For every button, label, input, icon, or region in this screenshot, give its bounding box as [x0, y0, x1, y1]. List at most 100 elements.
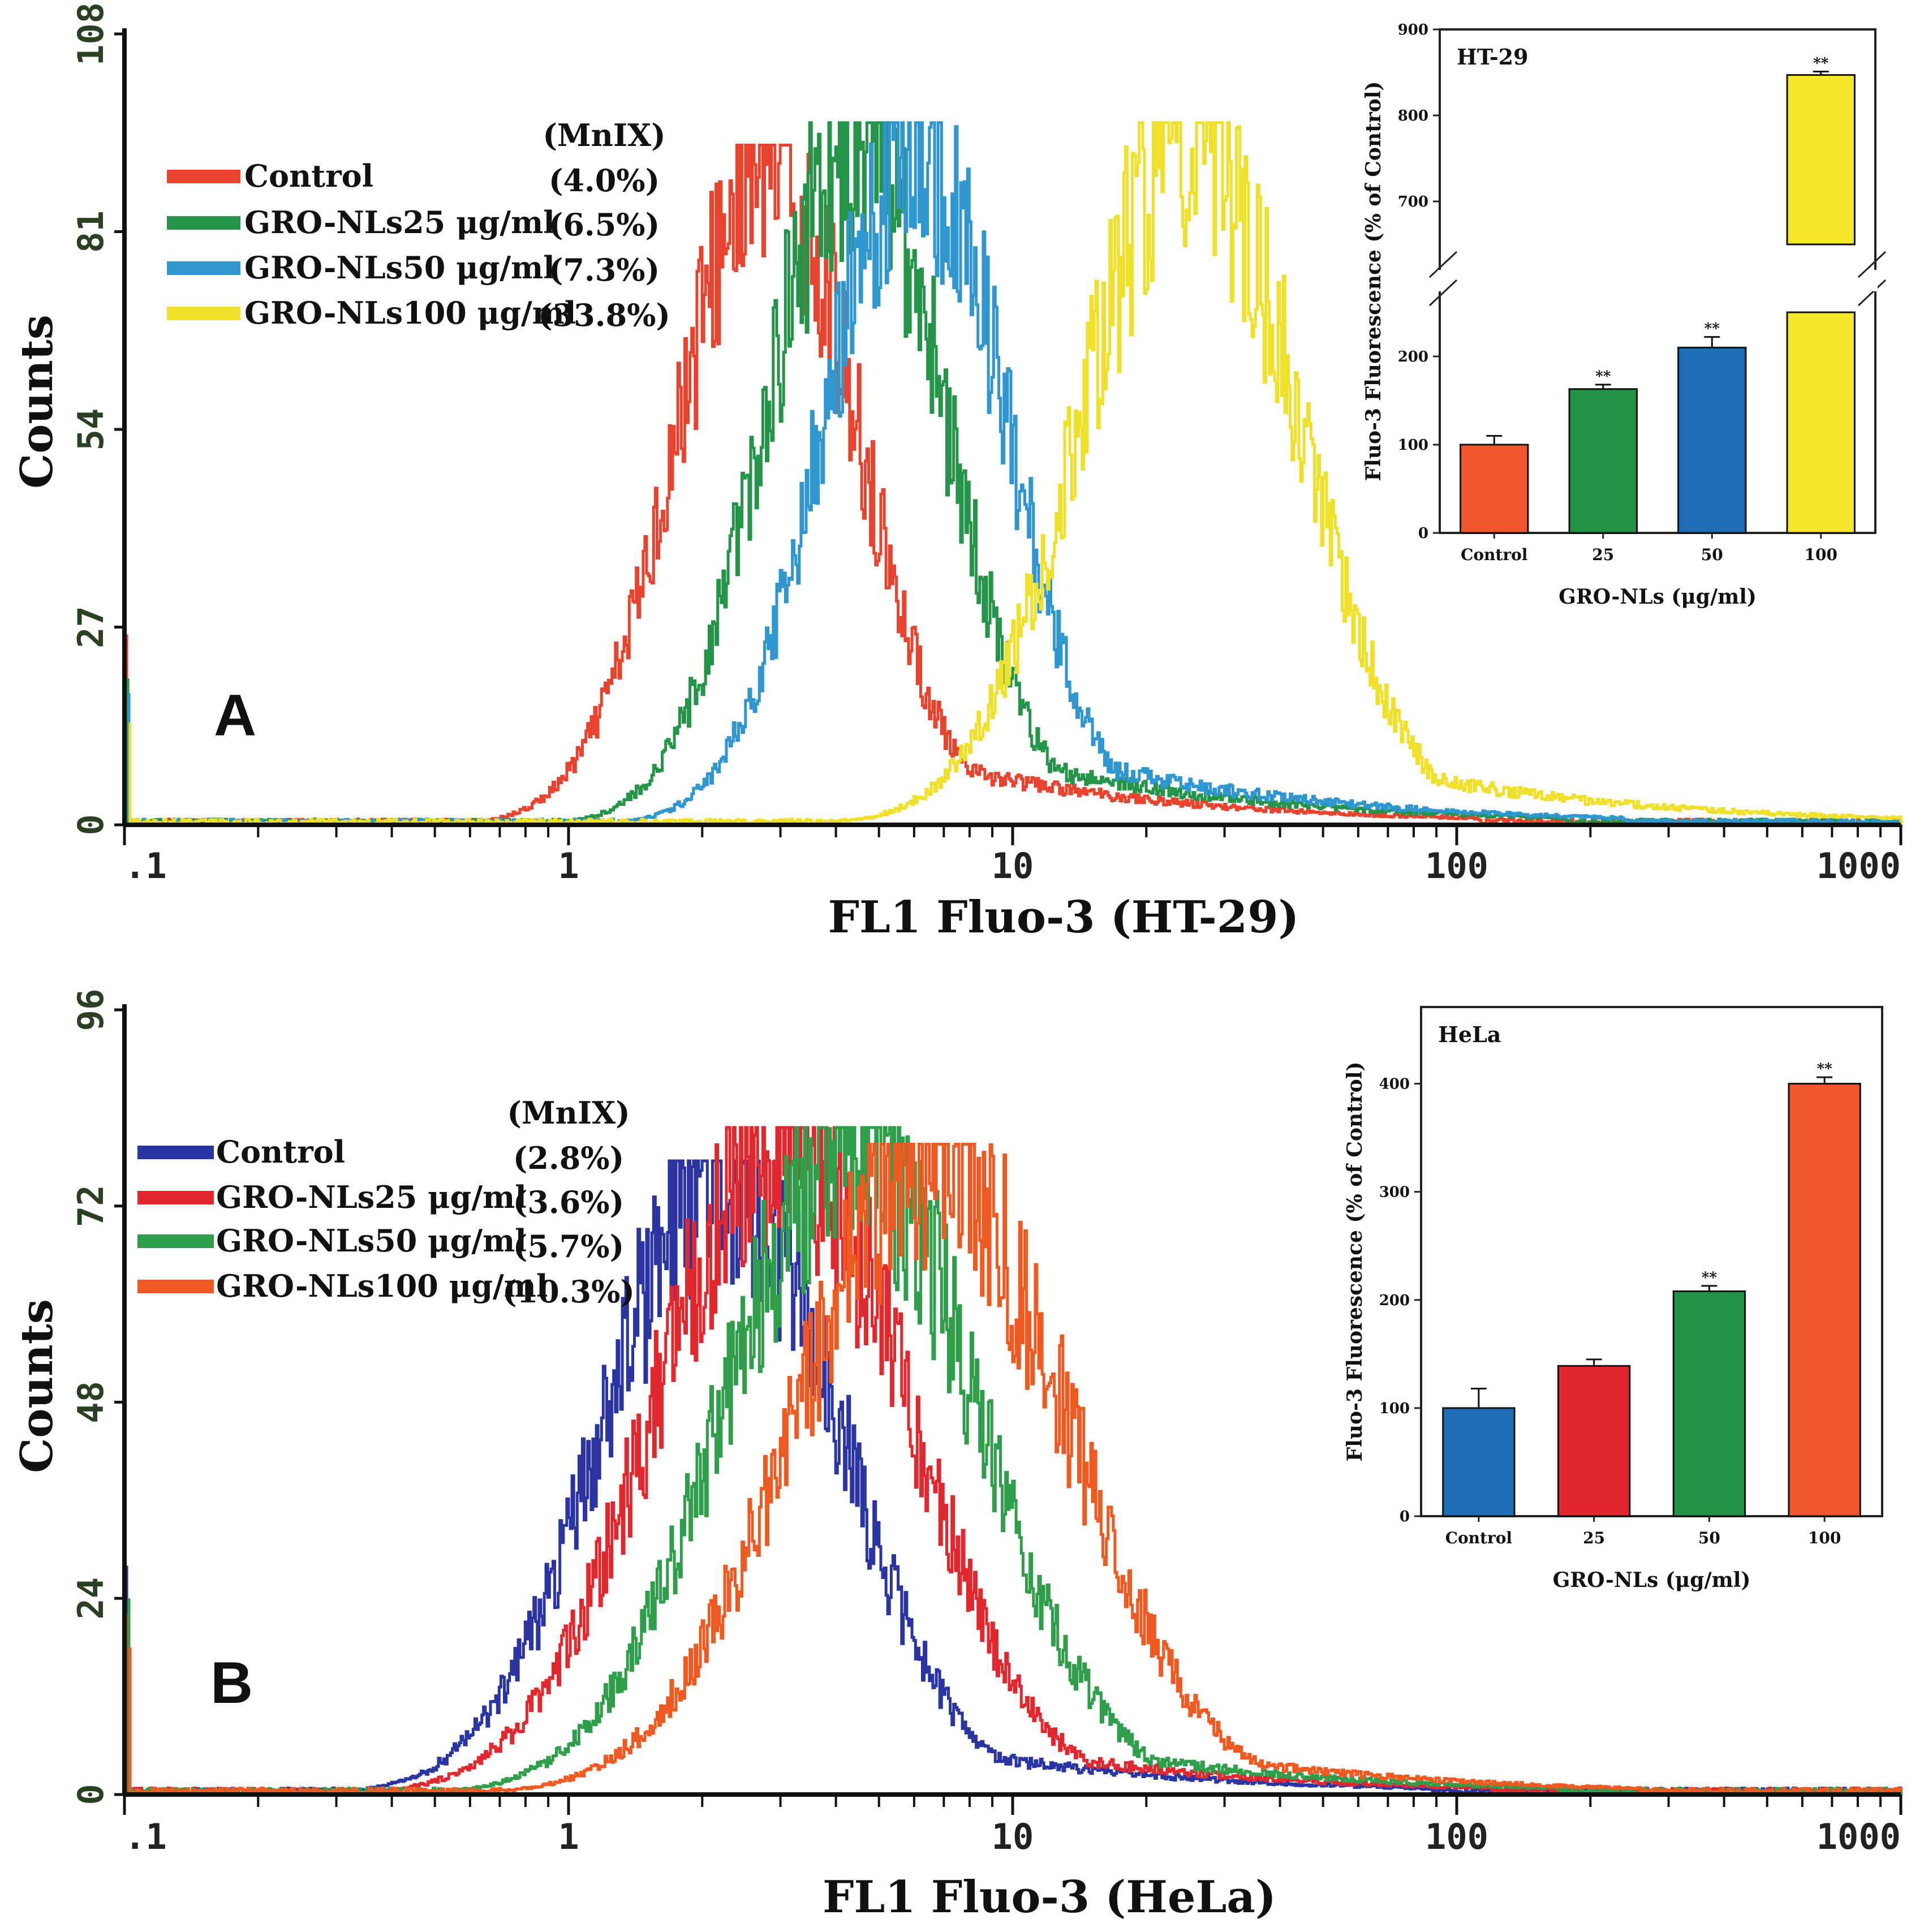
- panel-a-legend-swatch-control: [167, 170, 240, 183]
- panel-b-legend-swatch-gro50: [137, 1234, 214, 1248]
- panel-a-legend-item-control: Control (4.0%): [167, 158, 660, 199]
- inset-y-tick-label: 100: [1379, 1400, 1410, 1417]
- panel-b-legend-label-gro25: GRO-NLs25 μg/ml: [216, 1179, 527, 1215]
- panel-b-legend-label-gro100: GRO-NLs100 μg/ml: [216, 1268, 548, 1304]
- panel-a-y-title: Counts: [11, 315, 63, 488]
- inset-title: HT-29: [1457, 44, 1529, 70]
- inset-bar-50: [1677, 346, 1747, 534]
- x-tick-label: .1: [124, 845, 167, 887]
- panel-b-legend-swatch-control: [137, 1146, 214, 1159]
- inset-x-title: GRO-NLs (μg/ml): [1553, 1568, 1751, 1592]
- axis-break-mark: [1428, 251, 1458, 278]
- panel-a-legend-label-gro50: GRO-NLs50 μg/ml: [244, 249, 555, 286]
- y-tick-label: 54: [70, 408, 111, 451]
- panel-a-legend-header: (MnIX): [543, 117, 665, 153]
- panel-b-y-title: Counts: [11, 1299, 63, 1473]
- inset-y-tick-label: 200: [1398, 348, 1428, 365]
- panel-a-inset: HT-29 0 100 200 700 800 900 Control ** 25 ** 50 ** 10…: [1362, 21, 1887, 609]
- inset-y-tick-label: 200: [1379, 1292, 1410, 1309]
- panel-b-legend-item-gro100: GRO-NLs100 μg/ml (10.3%): [137, 1268, 635, 1310]
- panel-a-letter: A: [214, 683, 256, 748]
- x-tick-label: 100: [1425, 845, 1488, 887]
- inset-significance: **: [1817, 1061, 1833, 1078]
- inset-y-tick-label: 400: [1379, 1076, 1410, 1093]
- panel-b-legend-swatch-gro25: [137, 1191, 214, 1204]
- inset-y-tick-label: 300: [1379, 1184, 1410, 1201]
- panel-a-legend-item-gro100: GRO-NLs100 μg/ml (33.8%): [167, 295, 670, 333]
- inset-bar-control: [1442, 1407, 1516, 1517]
- panel-b-inset: HeLa 0 100 200 300 400 Control 25 ** 50 ** 100 GRO-N…: [1343, 1006, 1883, 1592]
- panel-a-legend-swatch-gro50: [167, 261, 240, 275]
- inset-category-label: 50: [1698, 1529, 1720, 1547]
- histogram-gro-nls50: [124, 121, 1903, 827]
- panel-b-legend-pct-gro50: (5.7%): [513, 1228, 624, 1264]
- x-tick-label: 1000: [1817, 1816, 1901, 1857]
- panel-a-legend-pct-gro100: (33.8%): [538, 297, 670, 333]
- panel-a-legend-swatch-gro25: [167, 216, 240, 230]
- inset-y-title: Fluo-3 Fluorescence (% of Control): [1343, 1062, 1367, 1462]
- inset-y-tick-label: 0: [1400, 1508, 1410, 1525]
- panel-b-legend-pct-gro25: (3.6%): [513, 1184, 624, 1220]
- y-tick-label: 96: [70, 989, 111, 1031]
- panel-a-legend-pct-control: (4.0%): [549, 162, 660, 199]
- y-tick-label: 0: [70, 814, 111, 835]
- x-tick-label: 10: [992, 1816, 1034, 1857]
- inset-category-label: 50: [1701, 545, 1723, 564]
- axis-break-mark: [1428, 279, 1458, 307]
- inset-bar-100: [1788, 1083, 1861, 1517]
- x-tick-label: 10: [992, 845, 1034, 887]
- inset-significance: **: [1705, 321, 1720, 338]
- y-tick-label: 27: [70, 606, 111, 648]
- panel-b-legend-label-gro50: GRO-NLs50 μg/ml: [216, 1223, 527, 1259]
- panel-b-letter: B: [210, 1650, 253, 1716]
- x-tick-label: .1: [124, 1816, 167, 1857]
- inset-y-tick-label: 0: [1418, 525, 1428, 542]
- panel-b-legend: (MnIX) Control (2.8%) GRO-NLs25 μg/ml (3…: [137, 1095, 635, 1310]
- inset-bar-100-lower: [1786, 311, 1856, 534]
- panel-a-legend: (MnIX) Control (4.0%) GRO-NLs25 μg/ml (6…: [167, 117, 670, 333]
- panel-a-legend-pct-gro25: (6.5%): [549, 206, 660, 243]
- inset-category-label: Control: [1445, 1529, 1512, 1547]
- inset-significance: **: [1595, 368, 1611, 385]
- inset-bar-control: [1460, 444, 1529, 534]
- panel-b-legend-item-gro25: GRO-NLs25 μg/ml (3.6%): [137, 1179, 624, 1220]
- y-tick-label: 48: [70, 1381, 111, 1423]
- inset-bar-100: [1786, 74, 1856, 246]
- panel-a-legend-pct-gro50: (7.3%): [549, 252, 660, 288]
- y-tick-label: 0: [70, 1784, 111, 1805]
- panel-b-x-title: FL1 Fluo-3 (HeLa): [823, 1871, 1276, 1923]
- inset-bar-25: [1557, 1365, 1631, 1517]
- panel-a-x-title: FL1 Fluo-3 (HT-29): [828, 892, 1299, 943]
- y-tick-label: 72: [70, 1185, 111, 1227]
- inset-category-label: 25: [1583, 1529, 1605, 1547]
- panel-b-legend-header: (MnIX): [507, 1095, 630, 1131]
- panel-b-legend-pct-gro100: (10.3%): [502, 1273, 635, 1310]
- panel-b-legend-item-gro50: GRO-NLs50 μg/ml (5.7%): [137, 1223, 624, 1264]
- axis-break-gap: [1437, 270, 1442, 291]
- inset-x-title: GRO-NLs (μg/ml): [1559, 585, 1757, 609]
- inset-bar-25: [1568, 388, 1638, 534]
- inset-y-tick-label: 100: [1398, 437, 1428, 454]
- y-tick-label: 108: [70, 2, 111, 66]
- inset-significance: **: [1702, 1270, 1718, 1286]
- inset-y-tick-label: 800: [1398, 107, 1428, 124]
- panel-b-legend-label-control: Control: [216, 1134, 345, 1170]
- panel-a-legend-item-gro25: GRO-NLs25 μg/ml (6.5%): [167, 204, 660, 243]
- panel-a-legend-item-gro50: GRO-NLs50 μg/ml (7.3%): [167, 249, 660, 288]
- axis-break-mark: [1857, 251, 1887, 278]
- panel-a-legend-label-gro25: GRO-NLs25 μg/ml: [244, 204, 555, 240]
- inset-category-label: 25: [1592, 545, 1614, 564]
- inset-y-title: Fluo-3 Fluorescence (% of Control): [1362, 81, 1385, 481]
- panel-b-legend-item-control: Control (2.8%): [137, 1134, 624, 1176]
- inset-category-label: 100: [1805, 545, 1837, 564]
- x-tick-label: 1: [558, 845, 579, 887]
- panel-b-histograms: [124, 1126, 1903, 1796]
- axis-break-mark: [1857, 279, 1887, 307]
- inset-bar-50: [1672, 1290, 1746, 1517]
- axis-break-gap: [1873, 270, 1878, 291]
